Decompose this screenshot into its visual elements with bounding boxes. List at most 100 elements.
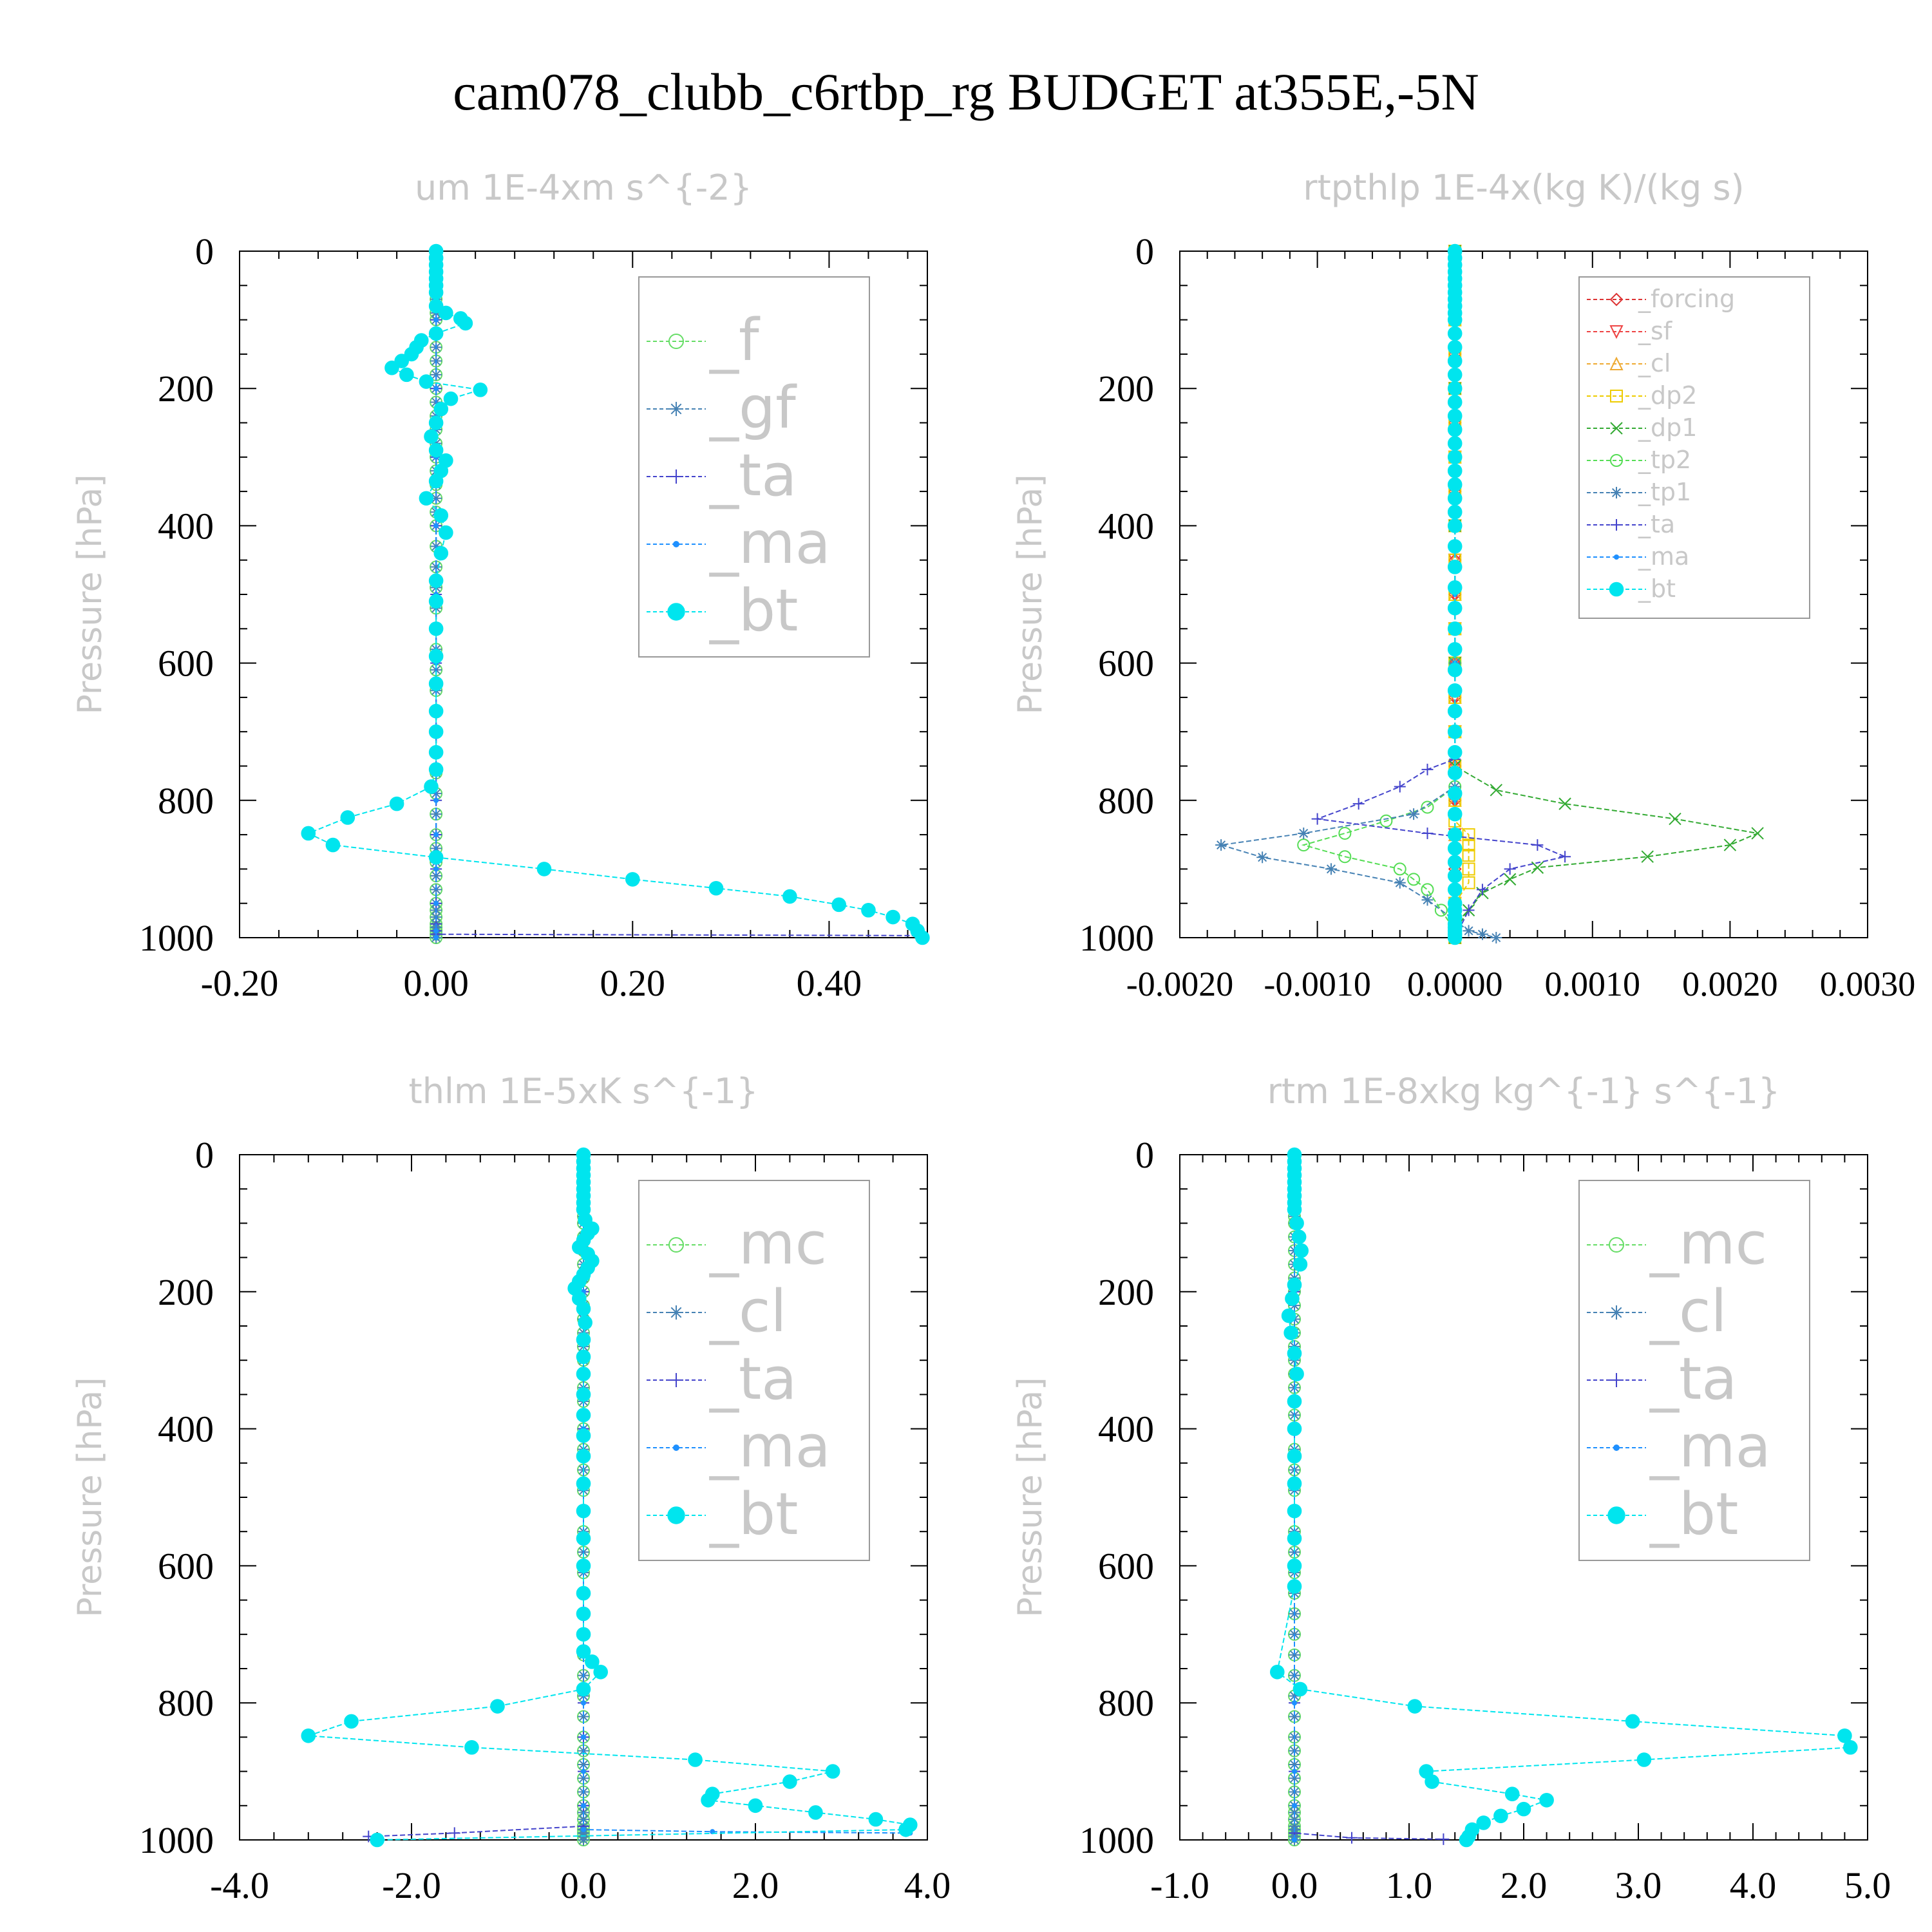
y-tick-label: 600 xyxy=(158,1545,214,1587)
data-point xyxy=(831,897,846,913)
data-point xyxy=(1447,786,1463,801)
legend-item: _ta xyxy=(647,1345,797,1413)
legend-label: _bt xyxy=(1638,574,1676,603)
legend-item: _ta xyxy=(647,442,797,509)
legend-item: _dp2 xyxy=(1587,381,1697,410)
data-point xyxy=(1289,1367,1304,1381)
legend-item: _cl xyxy=(1587,1278,1727,1345)
x-tick-label: 2.0 xyxy=(732,1864,779,1906)
data-point xyxy=(428,849,444,865)
data-point xyxy=(1459,1832,1474,1848)
legend-label: _cl xyxy=(1638,349,1671,377)
y-tick-label: 800 xyxy=(158,1682,214,1724)
data-point xyxy=(1490,784,1502,797)
data-point xyxy=(1425,1774,1439,1789)
data-point xyxy=(1447,395,1463,410)
x-tick-label: 1.0 xyxy=(1386,1864,1433,1906)
data-point xyxy=(1421,800,1434,814)
data-point xyxy=(576,1349,591,1365)
data-point xyxy=(1447,408,1463,424)
data-point xyxy=(439,525,453,540)
y-tick-label: 200 xyxy=(1098,1271,1154,1313)
x-tick-label: 0.0030 xyxy=(1820,965,1916,1003)
chart-panel-1: um 1E-4xm s^{-2} Pressure [hPa] 0 200 400 600… xyxy=(71,167,930,1004)
legend-item: _bt xyxy=(1587,574,1676,603)
x-tick-label: -2.0 xyxy=(382,1864,441,1906)
series-ta xyxy=(363,1149,589,1842)
data-point xyxy=(1287,1421,1302,1436)
data-point xyxy=(1447,621,1463,636)
data-point xyxy=(1531,839,1544,851)
legend: _f_gf_ta_ma_bt xyxy=(638,276,870,658)
data-point xyxy=(1476,1815,1491,1830)
data-point xyxy=(1291,1768,1298,1774)
data-point xyxy=(536,862,552,876)
data-point xyxy=(1421,883,1434,896)
data-point xyxy=(1559,851,1571,863)
series-line xyxy=(307,251,923,938)
legend-label: _ta xyxy=(709,1345,797,1413)
data-point xyxy=(1503,873,1517,886)
legend-item: _ma xyxy=(647,1413,831,1481)
data-point xyxy=(1462,849,1475,862)
data-point xyxy=(625,872,640,887)
data-point xyxy=(1346,1832,1358,1844)
x-tick-label: 4.0 xyxy=(1730,1864,1777,1906)
data-point xyxy=(1462,828,1475,842)
data-point xyxy=(428,285,444,300)
x-tick-label: 4.0 xyxy=(904,1864,951,1906)
legend-box xyxy=(1578,276,1810,619)
legend-label: _ma xyxy=(709,1413,831,1481)
data-point xyxy=(1447,703,1463,719)
legend-item: _dp1 xyxy=(1587,413,1697,442)
legend-item: _bt xyxy=(647,577,798,645)
data-point xyxy=(1447,367,1463,383)
y-tick-label: 1000 xyxy=(139,917,214,959)
legend-marker xyxy=(668,334,684,349)
data-point xyxy=(578,1758,589,1770)
x-tick-label: 0.0 xyxy=(560,1864,607,1906)
chart-panel-3: thlm 1E-5xK s^{-1} Pressure [hPa] 0 200 400 6… xyxy=(71,1071,951,1906)
legend-marker xyxy=(1609,292,1624,307)
legend-marker xyxy=(1610,390,1623,402)
legend-label: _ma xyxy=(1649,1413,1771,1481)
data-point xyxy=(1462,876,1475,889)
legend-item: _bt xyxy=(1587,1481,1738,1548)
data-point xyxy=(868,1812,884,1827)
data-point xyxy=(1447,601,1463,616)
data-point xyxy=(1636,1752,1652,1767)
x-tick-label: -4.0 xyxy=(210,1864,269,1906)
data-point xyxy=(370,1832,384,1848)
data-point xyxy=(578,1710,589,1723)
data-point xyxy=(1287,1394,1302,1409)
data-point xyxy=(1287,1558,1302,1573)
legend-item: _gf xyxy=(647,374,797,442)
legend-item: _cl xyxy=(647,1278,787,1345)
x-tick-label: 0.00 xyxy=(403,962,469,1004)
x-tick-label: 2.0 xyxy=(1501,1864,1548,1906)
legend-item: _ma xyxy=(1587,1413,1771,1481)
x-tick-label: 0.40 xyxy=(797,962,862,1004)
data-point xyxy=(424,429,439,444)
series-line xyxy=(1317,251,1567,938)
data-point xyxy=(1421,827,1434,839)
data-point xyxy=(399,367,414,383)
y-tick-label: 1000 xyxy=(1079,1819,1154,1861)
legend-item: _tp1 xyxy=(1587,478,1691,506)
data-point xyxy=(428,676,444,691)
data-point xyxy=(433,386,439,392)
data-point xyxy=(1447,930,1463,945)
y-tick-label: 800 xyxy=(1098,1682,1154,1724)
series-line xyxy=(308,1155,912,1841)
data-point xyxy=(384,360,399,375)
data-point xyxy=(439,305,453,321)
data-point xyxy=(433,797,439,803)
legend-marker xyxy=(1609,582,1624,597)
data-point xyxy=(580,1826,587,1833)
y-axis-label: Pressure [hPa] xyxy=(1011,1378,1050,1618)
data-point xyxy=(428,415,444,430)
data-point xyxy=(419,374,434,389)
series-ta xyxy=(1289,1149,1450,1845)
data-point xyxy=(1476,884,1488,896)
data-point xyxy=(433,317,439,323)
